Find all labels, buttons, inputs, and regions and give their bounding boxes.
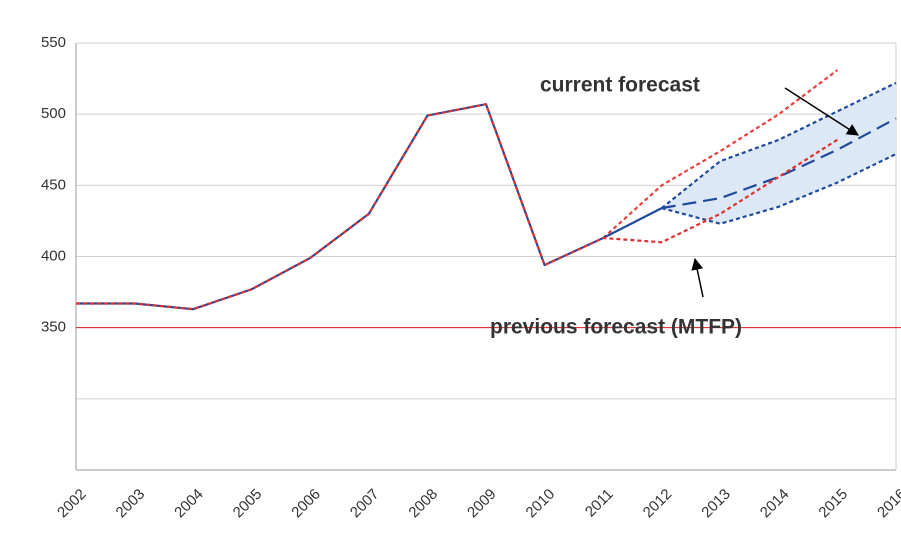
series-line [661,81,897,209]
x-tick-label: 2016 [874,486,901,522]
forecast-band [661,82,896,224]
x-tick-label: 2014 [757,486,793,522]
x-tick-label: 2010 [523,486,559,522]
series-line [661,153,897,225]
annotation: previous forecast (MTFP) [490,316,742,339]
x-tick-label: 2004 [171,486,207,522]
annotation-arrow [784,87,860,136]
series-line [76,103,663,311]
y-tick-label: 450 [41,176,66,193]
x-tick-label: 2002 [54,486,90,522]
series-line [76,103,839,311]
x-tick-label: 2015 [815,486,851,522]
x-tick-label: 2006 [288,486,324,522]
x-tick-label: 2011 [582,486,617,521]
x-tick-label: 2012 [640,486,676,522]
x-tick-label: 2007 [347,486,383,522]
x-tick-label: 2003 [113,486,149,522]
y-tick-label: 400 [41,247,66,264]
x-tick-label: 2013 [698,486,734,522]
x-tick-label: 2009 [464,486,500,522]
y-tick-label: 550 [41,34,66,51]
y-tick-label: 500 [41,105,66,122]
annotation: current forecast [540,74,700,97]
x-tick-label: 2005 [230,486,266,522]
x-tick-label: 2008 [405,486,441,522]
annotation-arrow [691,257,704,298]
series-line [602,69,839,239]
y-tick-label: 350 [41,319,66,336]
